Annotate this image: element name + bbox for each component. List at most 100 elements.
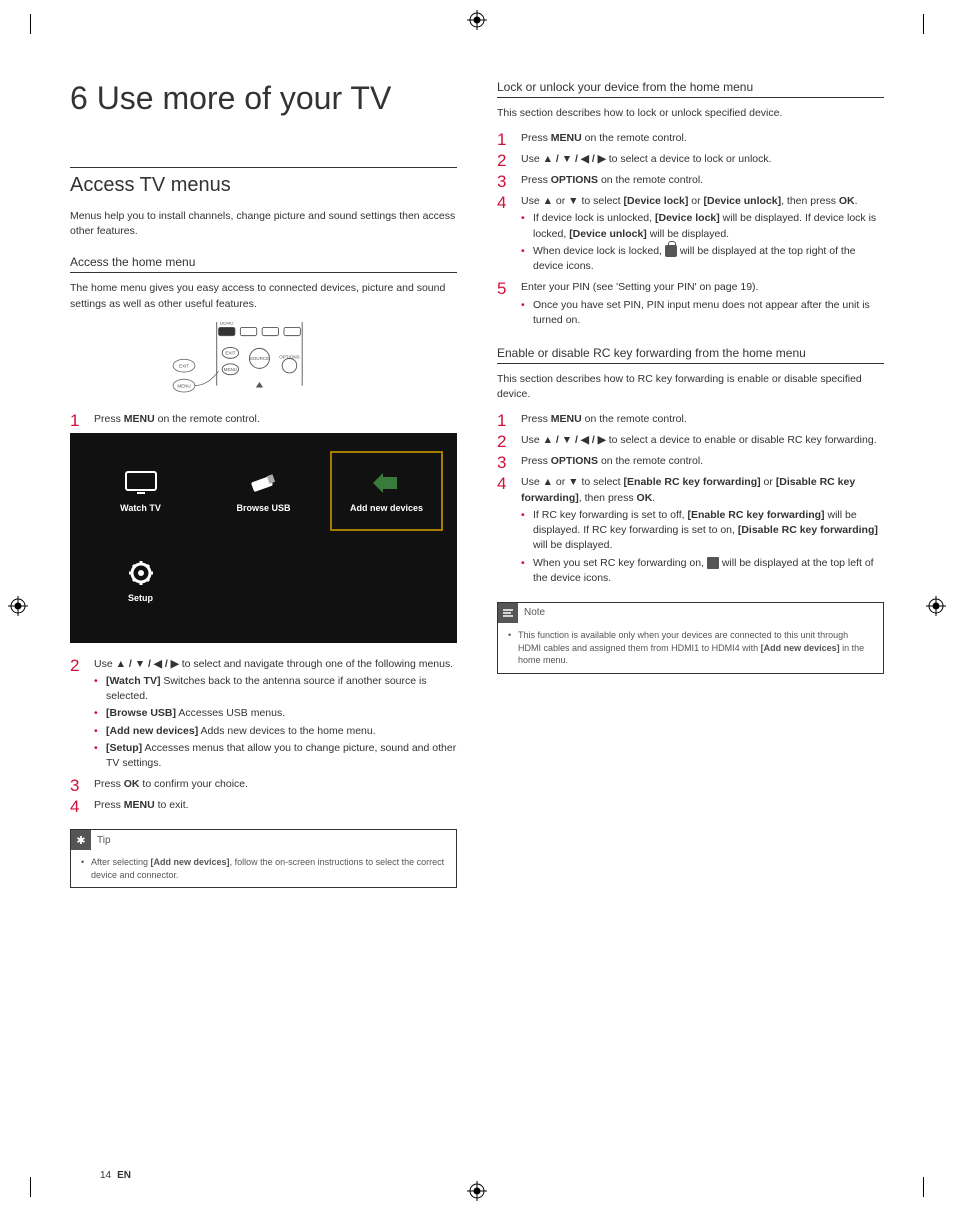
- svg-text:DEMO: DEMO: [219, 322, 233, 326]
- step-number: 3: [497, 454, 511, 471]
- step-number: 2: [70, 657, 84, 674]
- tv-tile-icon: [123, 469, 159, 497]
- step-text: Press MENU on the remote control.: [521, 412, 687, 427]
- step-text: Use ▲ / ▼ / ◀ / ▶ to select and navigate…: [94, 657, 457, 774]
- step-text: Enter your PIN (see 'Setting your PIN' o…: [521, 280, 884, 330]
- rc-icon: [707, 557, 719, 569]
- crop-mark: [30, 1177, 50, 1197]
- tip-text: After selecting [Add new devices], follo…: [81, 856, 446, 881]
- step-bullet: When device lock is locked, will be disp…: [521, 244, 884, 274]
- subsection-desc: This section describes how to RC key for…: [497, 372, 884, 402]
- chapter-title: 6 Use more of your TV: [70, 80, 457, 117]
- steps-list: 1 Press MENU on the remote control. 2 Use ▲…: [497, 131, 884, 330]
- note-icon: [498, 603, 518, 623]
- step-bullet: [Browse USB] Accesses USB menus.: [94, 706, 457, 721]
- tv-tile-label: Setup: [128, 593, 153, 603]
- step: 5 Enter your PIN (see 'Setting your PIN' …: [497, 280, 884, 330]
- step: 1 Press MENU on the remote control.: [497, 412, 884, 429]
- step: 2 Use ▲ / ▼ / ◀ / ▶ to select a device to…: [497, 433, 884, 450]
- section-heading-access-tv-menus: Access TV menus: [70, 174, 457, 197]
- step-text: Press OPTIONS on the remote control.: [521, 173, 703, 188]
- steps-list-continued: 2 Use ▲ / ▼ / ◀ / ▶ to select and navigat…: [70, 657, 457, 816]
- step: 4 Use ▲ or ▼ to select [Enable RC key for…: [497, 475, 884, 588]
- step: 2 Use ▲ / ▼ / ◀ / ▶ to select a device to…: [497, 152, 884, 169]
- step-text: Use ▲ / ▼ / ◀ / ▶ to select a device to …: [521, 152, 772, 167]
- crop-mark: [904, 14, 924, 34]
- step: 1 Press MENU on the remote control.: [70, 412, 457, 429]
- step-number: 4: [497, 475, 511, 492]
- tip-icon: ✱: [71, 830, 91, 850]
- section-rule: [70, 167, 457, 168]
- tv-tile-label: Watch TV: [120, 503, 161, 513]
- step-number: 5: [497, 280, 511, 297]
- tv-tile: Add new devices: [330, 451, 443, 531]
- step-number: 4: [497, 194, 511, 211]
- subsection-desc: This section describes how to lock or un…: [497, 106, 884, 121]
- registration-mark-right: [926, 596, 946, 616]
- right-column: Lock or unlock your device from the home…: [497, 80, 884, 888]
- svg-text:EXIT: EXIT: [225, 351, 235, 356]
- step-number: 4: [70, 798, 84, 815]
- step-bullet: [Add new devices] Adds new devices to th…: [94, 724, 457, 739]
- section-intro: Menus help you to install channels, chan…: [70, 209, 457, 239]
- step: 4 Use ▲ or ▼ to select [Device lock] or […: [497, 194, 884, 276]
- tv-tile-label: Add new devices: [350, 503, 423, 513]
- step-text: Press MENU to exit.: [94, 798, 189, 813]
- step-text: Use ▲ / ▼ / ◀ / ▶ to select a device to …: [521, 433, 877, 448]
- steps-list: 1 Press MENU on the remote control. 2 Use ▲…: [497, 412, 884, 588]
- note-label: Note: [524, 607, 545, 618]
- tip-callout: ✱ Tip After selecting [Add new devices],…: [70, 829, 457, 888]
- step-text: Press OK to confirm your choice.: [94, 777, 248, 792]
- step-number: 2: [497, 152, 511, 169]
- steps-list: 1 Press MENU on the remote control.: [70, 412, 457, 429]
- subheading-lock-unlock: Lock or unlock your device from the home…: [497, 80, 884, 98]
- registration-mark-left: [8, 596, 28, 616]
- tv-tile-icon: [369, 469, 405, 497]
- svg-text:MENU: MENU: [223, 367, 236, 372]
- svg-text:MENU: MENU: [177, 383, 190, 388]
- step-number: 2: [497, 433, 511, 450]
- svg-text:OPTIONS: OPTIONS: [279, 354, 299, 359]
- step-number: 1: [497, 412, 511, 429]
- step-text: Use ▲ or ▼ to select [Enable RC key forw…: [521, 475, 884, 588]
- subheading-access-home-menu: Access the home menu: [70, 255, 457, 273]
- registration-mark-bottom: [467, 1181, 487, 1201]
- tip-label: Tip: [97, 835, 111, 846]
- step-bullet: If device lock is unlocked, [Device lock…: [521, 211, 884, 241]
- tv-tile: Watch TV: [84, 451, 197, 531]
- step-number: 3: [497, 173, 511, 190]
- step-number: 3: [70, 777, 84, 794]
- registration-mark-top: [467, 10, 487, 30]
- step-text: Press MENU on the remote control.: [94, 412, 260, 427]
- crop-mark: [30, 14, 50, 34]
- step-number: 1: [70, 412, 84, 429]
- step: 3 Press OPTIONS on the remote control.: [497, 454, 884, 471]
- crop-mark: [904, 1177, 924, 1197]
- step: 3 Press OPTIONS on the remote control.: [497, 173, 884, 190]
- tv-tile: Setup: [84, 541, 197, 621]
- left-column: 6 Use more of your TV Access TV menus Me…: [70, 80, 457, 888]
- tv-tile-label: Browse USB: [236, 503, 290, 513]
- tv-tile-icon: [246, 469, 282, 497]
- lock-icon: [665, 245, 677, 257]
- step-bullet: Once you have set PIN, PIN input menu do…: [521, 298, 884, 328]
- step-number: 1: [497, 131, 511, 148]
- step-text: Press MENU on the remote control.: [521, 131, 687, 146]
- tv-tile: Browse USB: [207, 451, 320, 531]
- subheading-rc-forwarding: Enable or disable RC key forwarding from…: [497, 346, 884, 364]
- step-text: Use ▲ or ▼ to select [Device lock] or [D…: [521, 194, 884, 276]
- step-bullet: When you set RC key forwarding on, will …: [521, 556, 884, 586]
- step-bullet: [Watch TV] Switches back to the antenna …: [94, 674, 457, 704]
- page-number: 14EN: [100, 1170, 131, 1181]
- note-callout: Note This function is available only whe…: [497, 602, 884, 674]
- step-bullet: If RC key forwarding is set to off, [Ena…: [521, 508, 884, 554]
- step: 4 Press MENU to exit.: [70, 798, 457, 815]
- tv-home-menu-screenshot: Watch TV Browse USB Add new devices Setup: [70, 433, 457, 643]
- step-text: Press OPTIONS on the remote control.: [521, 454, 703, 469]
- step: 2 Use ▲ / ▼ / ◀ / ▶ to select and navigat…: [70, 657, 457, 774]
- step: 3 Press OK to confirm your choice.: [70, 777, 457, 794]
- step: 1 Press MENU on the remote control.: [497, 131, 884, 148]
- svg-text:SOURCE: SOURCE: [249, 356, 268, 361]
- svg-text:EXIT: EXIT: [178, 363, 188, 368]
- subsection-desc: The home menu gives you easy access to c…: [70, 281, 457, 311]
